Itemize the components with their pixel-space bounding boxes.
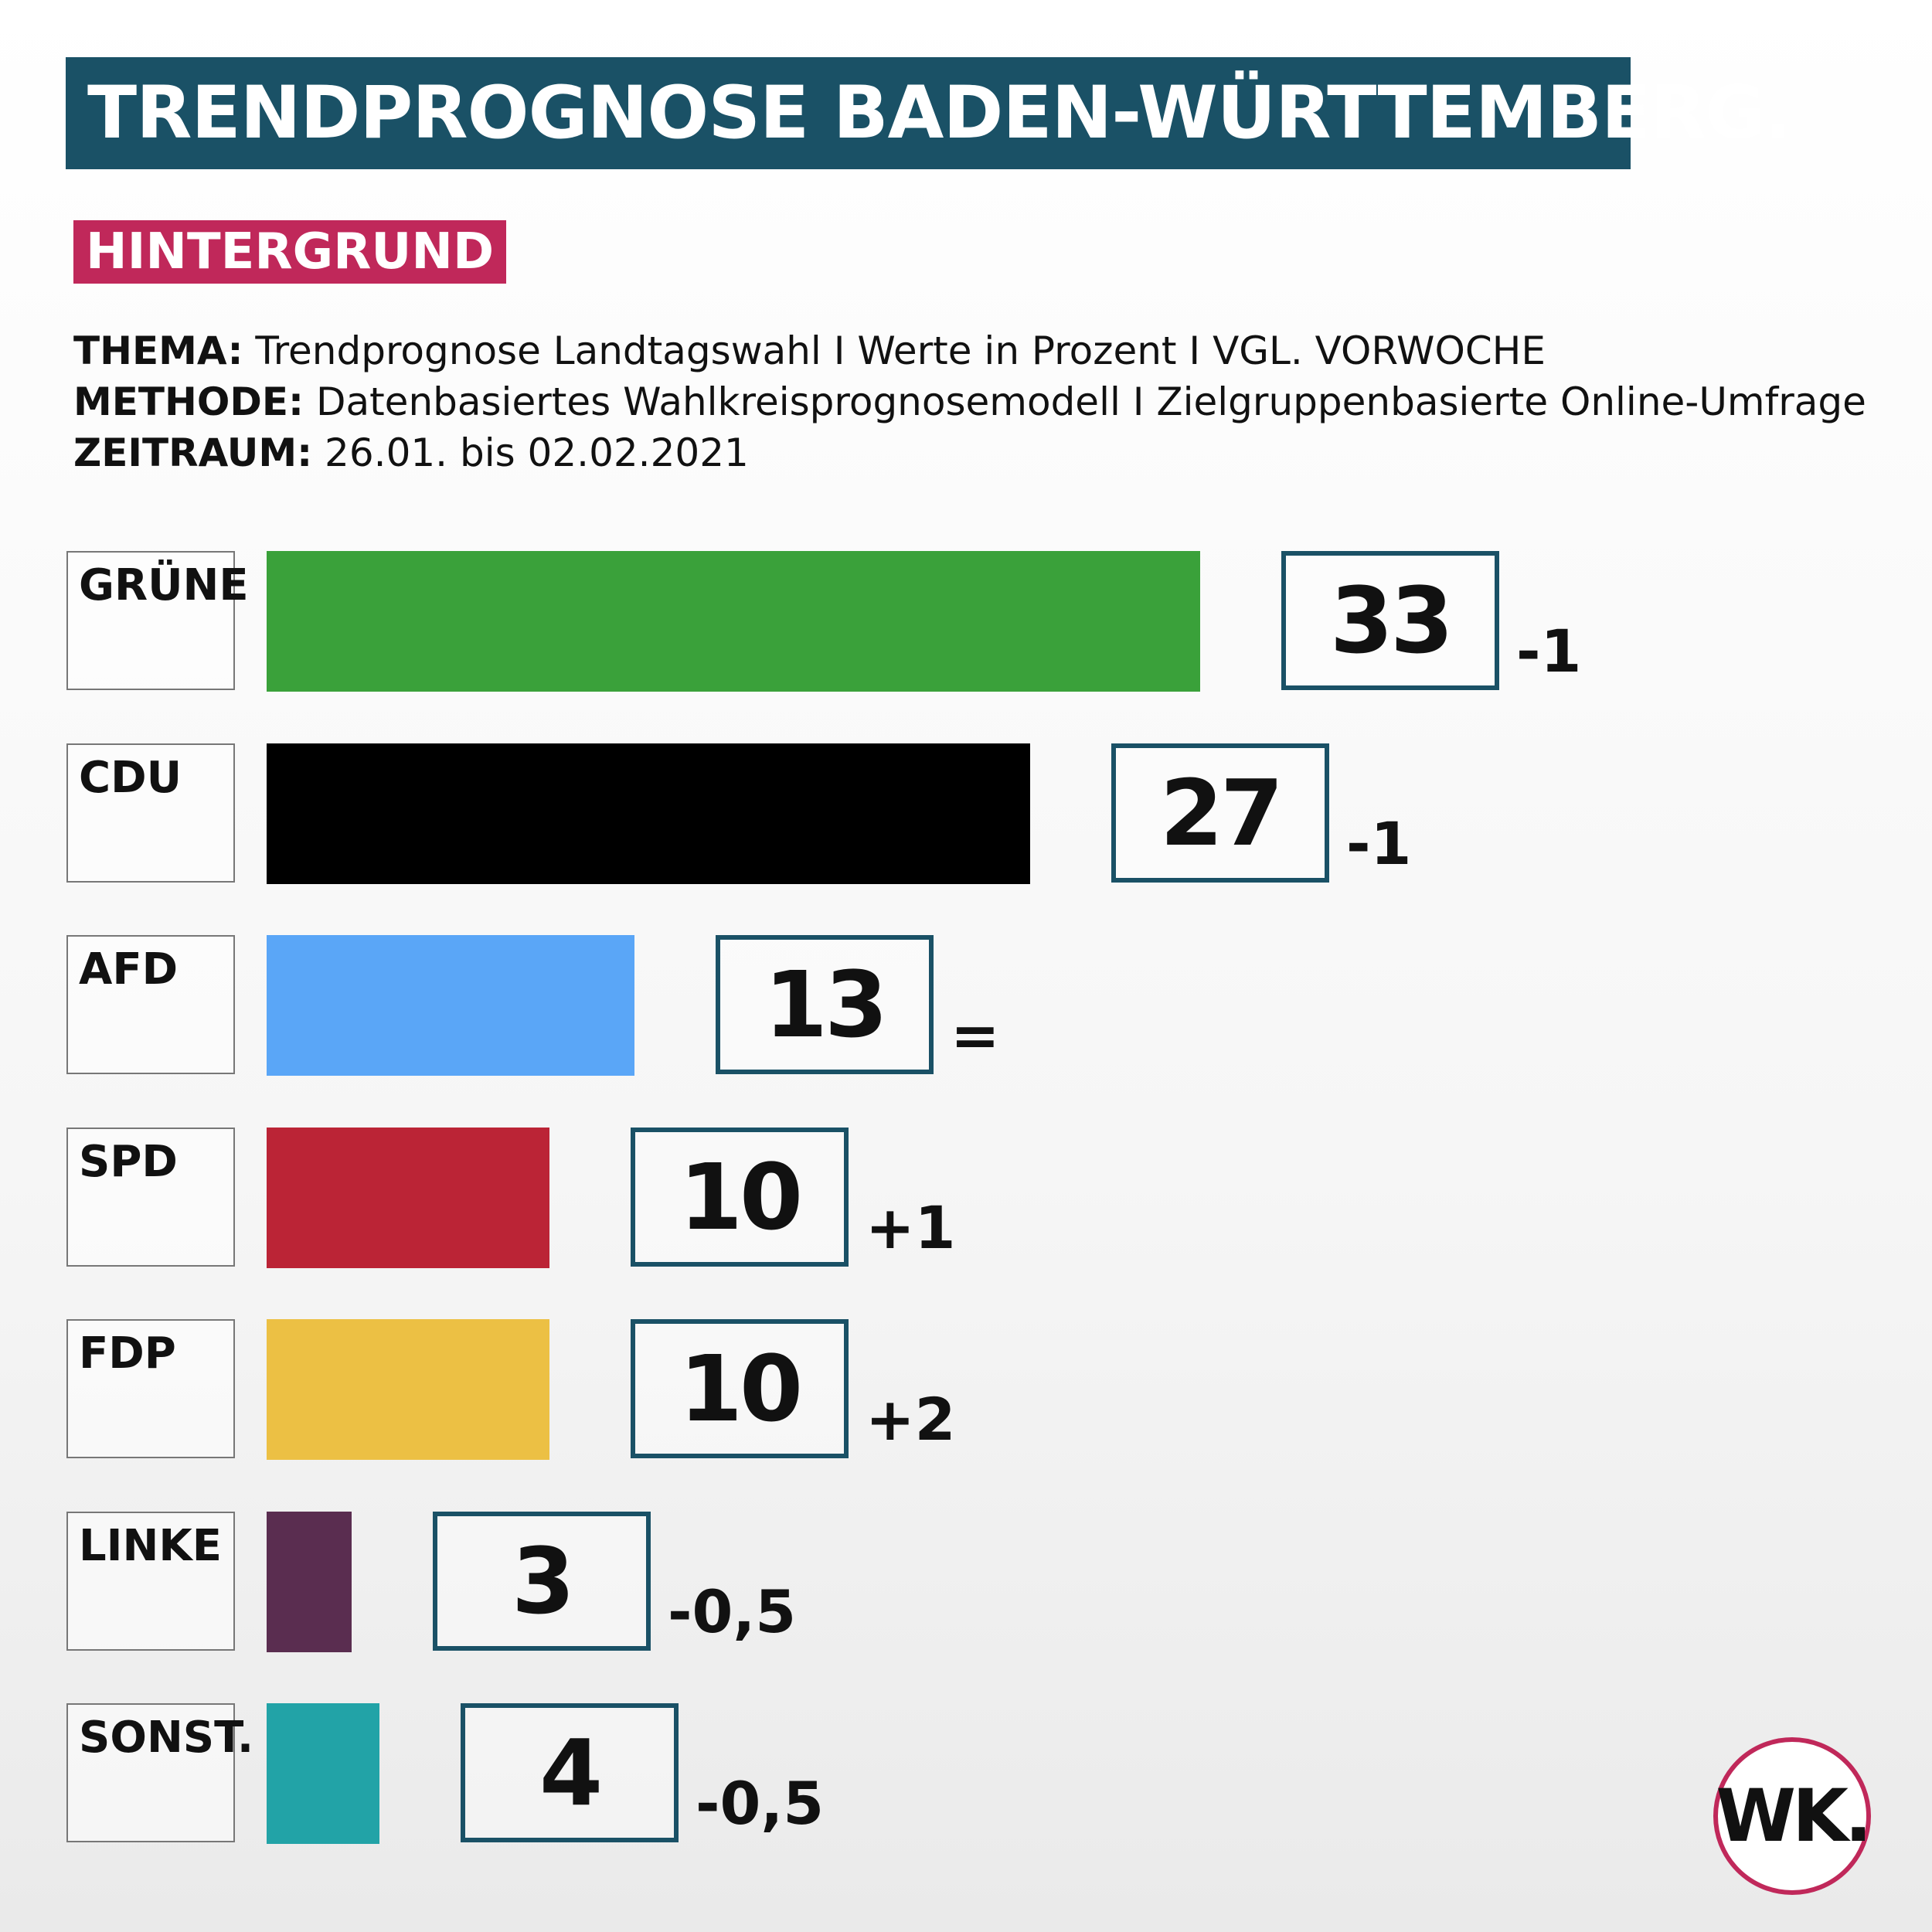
meta-period-key: ZEITRAUM: — [73, 430, 313, 475]
meta-topic: THEMA: Trendprognose Landtagswahl I Wert… — [73, 328, 1546, 373]
page-title: TRENDPROGNOSE BADEN-WÜRTTEMBERG. — [87, 71, 1791, 155]
meta-period: ZEITRAUM: 26.01. bis 02.02.2021 — [73, 430, 749, 475]
category-badge: HINTERGRUND — [73, 220, 507, 284]
meta-topic-value: Trendprognose Landtagswahl I Werte in Pr… — [255, 328, 1546, 373]
party-label-box: AFD — [66, 935, 235, 1074]
change-label: +1 — [866, 1193, 956, 1262]
value-box: 33 — [1281, 551, 1499, 690]
meta-period-value: 26.01. bis 02.02.2021 — [325, 430, 749, 475]
meta-topic-key: THEMA: — [73, 328, 243, 373]
bar — [267, 1512, 352, 1652]
value-box: 27 — [1111, 743, 1329, 883]
party-label: FDP — [79, 1328, 176, 1379]
value-label: 10 — [679, 1335, 803, 1442]
change-label: -0,5 — [668, 1577, 797, 1646]
title-banner: TRENDPROGNOSE BADEN-WÜRTTEMBERG. — [66, 57, 1791, 169]
bar — [267, 551, 1200, 692]
party-label: AFD — [79, 944, 179, 995]
party-label: SONST. — [79, 1713, 254, 1763]
bar — [267, 935, 634, 1076]
value-box: 4 — [461, 1703, 679, 1842]
change-label: +2 — [866, 1385, 956, 1454]
bar — [267, 1703, 379, 1844]
value-box: 10 — [631, 1128, 849, 1267]
change-label: -1 — [1516, 617, 1582, 685]
party-label-box: SPD — [66, 1128, 235, 1267]
bar — [267, 1128, 549, 1268]
value-label: 3 — [511, 1528, 575, 1634]
value-label: 10 — [679, 1144, 803, 1250]
change-label: -0,5 — [696, 1769, 825, 1838]
bar — [267, 743, 1030, 884]
party-label-box: LINKE — [66, 1512, 235, 1651]
value-label: 4 — [539, 1719, 603, 1826]
change-label: = — [951, 1001, 1000, 1070]
party-label-box: GRÜNE — [66, 551, 249, 690]
value-label: 33 — [1329, 567, 1454, 674]
party-label: CDU — [79, 753, 182, 803]
party-label-box: CDU — [66, 743, 235, 883]
party-label-box: FDP — [66, 1319, 235, 1458]
party-label: LINKE — [79, 1521, 223, 1571]
value-box: 10 — [631, 1319, 849, 1458]
wk-logo: WK. — [1713, 1737, 1872, 1895]
meta-method: METHODE: Datenbasiertes Wahlkreisprognos… — [73, 379, 1866, 424]
value-box: 13 — [716, 935, 934, 1074]
party-label: GRÜNE — [79, 560, 249, 611]
bar — [267, 1319, 549, 1460]
party-label: SPD — [79, 1137, 178, 1187]
meta-method-value: Datenbasiertes Wahlkreisprognosemodell I… — [315, 379, 1866, 424]
badge-label: HINTERGRUND — [86, 223, 495, 281]
change-label: -1 — [1346, 809, 1412, 878]
value-label: 27 — [1159, 760, 1284, 866]
value-label: 13 — [764, 951, 888, 1058]
party-label-box: SONST. — [66, 1703, 253, 1842]
meta-method-key: METHODE: — [73, 379, 304, 424]
value-box: 3 — [433, 1512, 651, 1651]
logo-text: WK. — [1716, 1774, 1872, 1859]
